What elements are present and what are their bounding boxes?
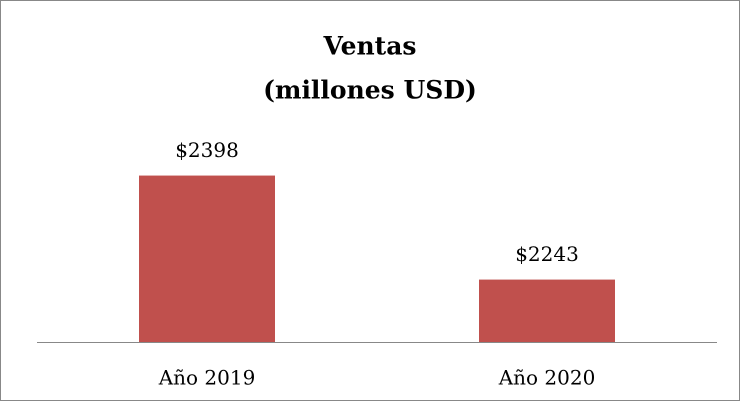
x-tick-label: Año 2019 xyxy=(158,366,256,390)
data-label: $2398 xyxy=(175,138,239,162)
x-tick-label: Año 2020 xyxy=(498,366,596,390)
chart-title: (millones USD) xyxy=(263,76,477,105)
data-label: $2243 xyxy=(515,242,579,266)
bar xyxy=(139,175,275,342)
chart-title: Ventas xyxy=(322,32,416,61)
bar xyxy=(479,279,615,342)
